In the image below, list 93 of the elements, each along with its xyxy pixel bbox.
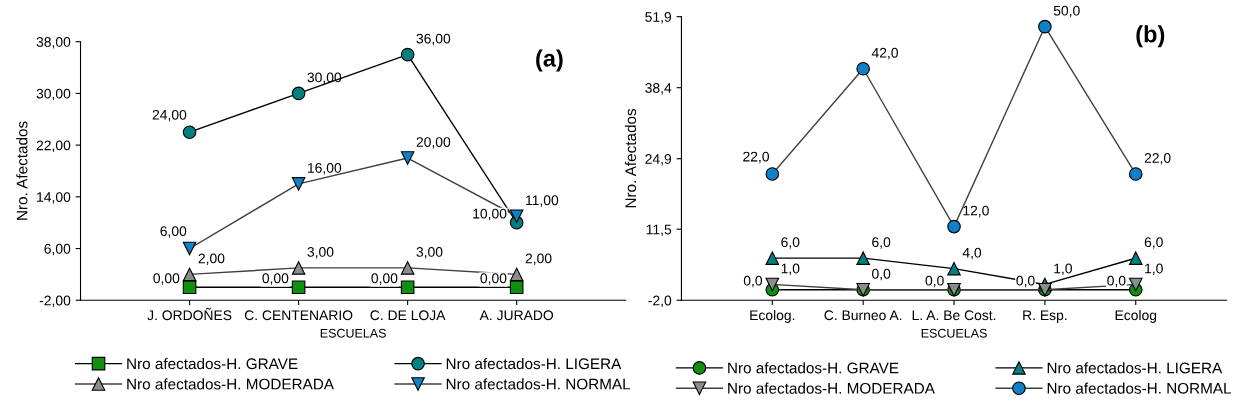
y-tick-label: 11,5	[646, 224, 672, 237]
y-tick-label: 6,00	[44, 243, 71, 256]
point	[400, 261, 415, 275]
data-label: 2,00	[198, 253, 225, 265]
x-tick-label: C. DE LOJA	[370, 310, 446, 321]
data-label: 30,00	[307, 72, 342, 84]
point	[765, 167, 780, 181]
legend-label: Nro afectados-H. MODERADA	[127, 378, 334, 390]
point	[856, 251, 870, 265]
x-axis-title: ESCUELAS	[320, 328, 386, 338]
point	[400, 280, 415, 295]
legend-label: Nro afectados-H. NORMAL	[446, 378, 631, 390]
point	[400, 47, 415, 62]
point	[291, 261, 306, 275]
data-label: 22,0	[1144, 153, 1171, 165]
data-label: 3,00	[307, 247, 334, 259]
y-axis-title: Nro. Afectados	[624, 108, 637, 208]
data-label: 24,00	[152, 109, 187, 122]
data-label: 0,00	[262, 273, 289, 285]
y-tick-label: 51,9	[645, 12, 672, 24]
point	[182, 241, 197, 256]
data-label: 1,0	[781, 263, 800, 276]
y-tick-label: 38,00	[36, 37, 71, 49]
data-label: 6,0	[1144, 237, 1163, 249]
data-label: 0,0	[1107, 275, 1126, 288]
data-label: 0,00	[371, 273, 398, 285]
data-label: 0,00	[480, 273, 507, 285]
data-label: 36,00	[416, 33, 451, 46]
data-label: 0,0	[743, 275, 763, 288]
point	[291, 177, 306, 191]
data-label: 6,00	[160, 226, 187, 238]
data-label: 6,0	[872, 237, 891, 249]
y-tick-label: 30,00	[36, 88, 71, 101]
point	[856, 61, 870, 76]
data-label: 0,00	[153, 273, 180, 285]
y-tick-label: 24,9	[645, 154, 672, 166]
y-tick-label: 14,00	[37, 192, 71, 204]
point	[400, 151, 415, 165]
data-label: 0,0	[872, 268, 891, 281]
data-label: 22,0	[743, 151, 769, 164]
point	[509, 267, 524, 282]
data-label: 20,00	[416, 137, 451, 149]
legend-label: Nro afectados-H. NORMAL	[1047, 382, 1232, 394]
point	[765, 251, 780, 265]
legend-label: Nro afectados-H. LIGERA	[446, 357, 622, 370]
legend-label: Nro afectados-H. GRAVE	[728, 362, 899, 374]
point	[1128, 251, 1143, 265]
data-label: 6,0	[781, 237, 800, 249]
point	[947, 219, 961, 234]
point	[509, 209, 524, 224]
point	[1128, 277, 1143, 292]
annotation: (a)	[536, 49, 563, 72]
x-tick-label: R. Esp.	[1023, 310, 1067, 323]
data-label: 42,0	[871, 47, 898, 60]
y-axis-title: Nro. Afectados	[16, 121, 28, 220]
point	[765, 277, 780, 292]
data-label: 16,00	[307, 162, 342, 175]
legend-label: Nro afectados-H. LIGERA	[1047, 362, 1223, 374]
point	[182, 280, 197, 295]
data-label: 11,00	[526, 195, 559, 207]
data-label: 50,0	[1053, 5, 1080, 18]
point	[947, 261, 961, 276]
point	[182, 267, 197, 282]
point	[1038, 19, 1052, 34]
y-tick-label: 22,00	[36, 140, 71, 152]
y-tick-label: -2,00	[39, 295, 71, 308]
point	[182, 125, 197, 139]
data-label: 1,0	[1145, 263, 1163, 276]
y-tick-label: -2,0	[648, 295, 672, 308]
annotation: (b)	[1136, 25, 1165, 48]
x-axis-title: ESCUELAS	[921, 328, 987, 338]
x-tick-label: J. ORDOÑES	[147, 307, 232, 321]
data-label: 10,00	[473, 208, 507, 221]
point	[291, 86, 306, 101]
data-label: 0,0	[925, 275, 944, 288]
x-tick-label: Ecolog	[1115, 309, 1157, 323]
x-tick-label: C. Burneo A.	[824, 310, 902, 321]
data-label: 2,00	[525, 253, 552, 265]
point	[1128, 167, 1143, 181]
point	[509, 280, 524, 295]
data-label: 12,0	[963, 205, 989, 218]
y-tick-label: 38,4	[645, 83, 672, 95]
x-tick-label: A. JURADO	[479, 310, 554, 321]
data-label: 0,0	[1016, 275, 1035, 288]
x-tick-label: C. CENTENARIO	[244, 310, 353, 321]
data-label: 3,00	[416, 247, 443, 259]
data-label: 1,0	[1054, 263, 1072, 276]
legend-label: Nro afectados-H. MODERADA	[728, 382, 935, 394]
point	[291, 280, 306, 295]
data-label: 4,0	[962, 247, 982, 260]
x-tick-label: L. A. Be Cost.	[912, 310, 996, 321]
x-tick-label: Ecolog.	[750, 309, 795, 323]
legend-label: Nro afectados-H. GRAVE	[127, 357, 298, 370]
